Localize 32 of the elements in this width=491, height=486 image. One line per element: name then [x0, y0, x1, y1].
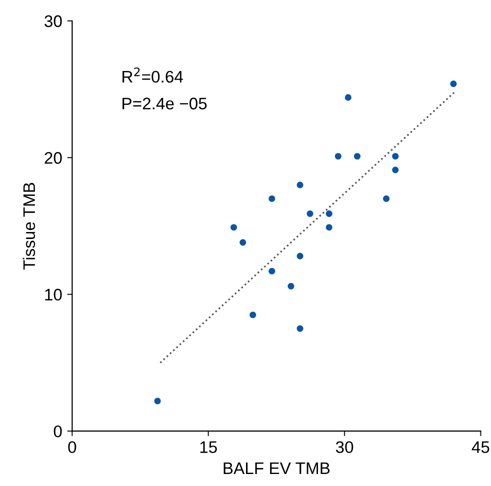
- point: [392, 166, 399, 174]
- point: [268, 195, 276, 202]
- y-tick-label: 10: [45, 288, 62, 301]
- y-tick-label: 20: [44, 152, 62, 164]
- annotation: P=2.4e −05: [122, 98, 207, 110]
- point: [334, 152, 342, 160]
- point: [382, 195, 390, 202]
- point: [306, 210, 314, 217]
- point: [296, 182, 304, 188]
- point: [240, 239, 246, 246]
- point: [344, 94, 352, 101]
- x-tick-label: 0: [68, 441, 76, 454]
- point: [296, 325, 304, 332]
- x-tick-label: 15: [200, 441, 217, 454]
- point: [230, 224, 238, 231]
- point: [450, 80, 457, 88]
- point: [296, 252, 304, 260]
- x-axis-title: BALF EV TMB: [224, 462, 330, 474]
- y-axis-title: Tissue TMB: [22, 182, 36, 270]
- point: [326, 224, 332, 231]
- point: [392, 152, 399, 160]
- point: [268, 268, 276, 274]
- point: [288, 282, 294, 290]
- point: [354, 152, 361, 160]
- x-tick-label: 30: [336, 441, 354, 454]
- point: [326, 210, 332, 217]
- annotation: R$^{2}$=0.64: [122, 67, 183, 83]
- y-tick-label: 0: [54, 425, 62, 438]
- point: [154, 398, 161, 404]
- point: [250, 312, 256, 318]
- y-tick-label: 30: [44, 15, 62, 28]
- x-tick-label: 45: [472, 441, 490, 454]
